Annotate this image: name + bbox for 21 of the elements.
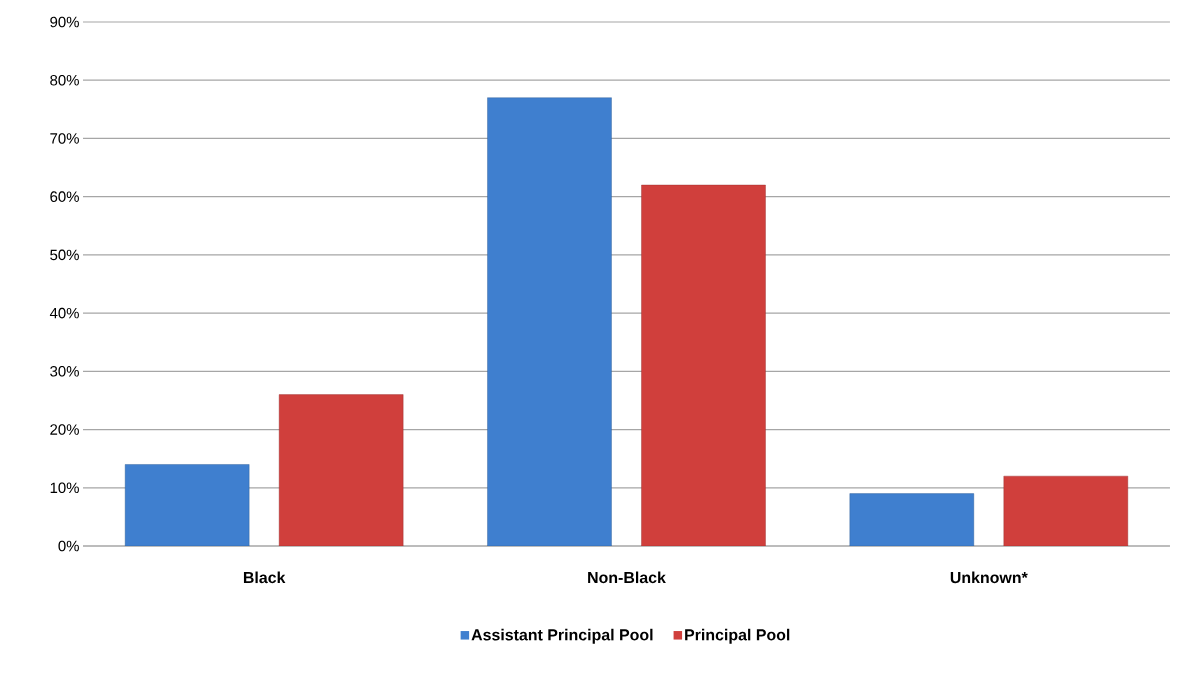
bar: [849, 493, 975, 546]
bar: [1003, 475, 1129, 546]
bar: [124, 464, 250, 546]
y-tick-label: 10%: [50, 482, 79, 494]
x-tick-label: Unknown*: [950, 571, 1028, 584]
y-tick-label: 60%: [50, 191, 79, 202]
y-tick-label: 80%: [50, 74, 79, 86]
y-tick-label: 50%: [50, 249, 79, 261]
bar: [641, 184, 766, 546]
y-tick-label: 40%: [49, 307, 79, 319]
y-tick-label: 0%: [58, 540, 79, 552]
y-tick-label: 20%: [50, 424, 79, 435]
bar: [487, 97, 612, 546]
y-tick-label: 90%: [50, 16, 79, 28]
y-tick-label: 70%: [50, 133, 79, 144]
bar: [278, 394, 404, 546]
legend-label: Principal Pool: [685, 628, 790, 644]
x-tick-label: Non-Black: [588, 571, 666, 584]
x-tick-label: Black: [243, 571, 286, 584]
y-tick-label: 30%: [50, 366, 79, 377]
legend-label: Assistant Principal Pool: [471, 628, 653, 644]
